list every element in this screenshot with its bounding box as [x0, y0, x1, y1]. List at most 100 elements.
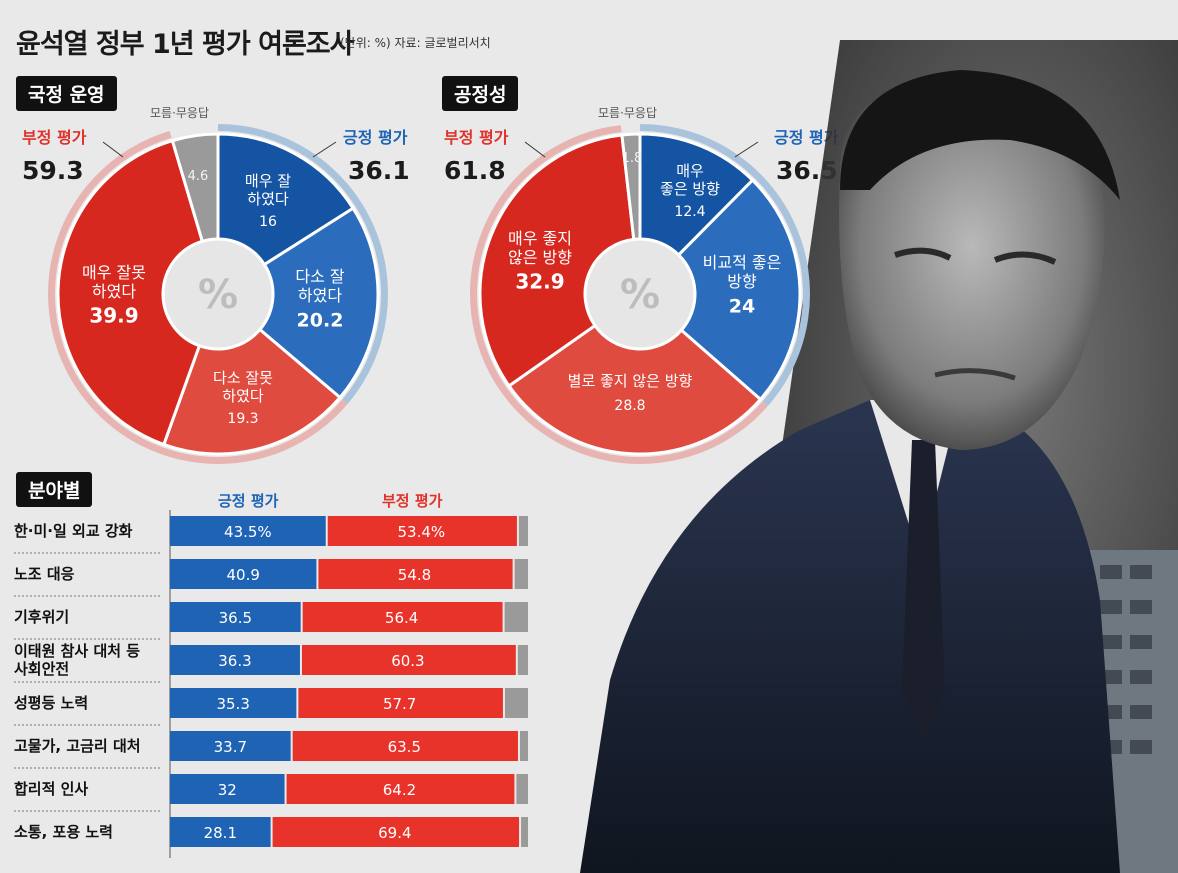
bar-negative-value-3: 60.3 [391, 652, 424, 670]
bar-positive-4 [170, 688, 297, 718]
bar-positive-2 [170, 602, 301, 632]
pie2-slice-2-value: 28.8 [614, 398, 645, 414]
pie1-slice-3-label: 매우 잘못 하였다 [82, 263, 146, 301]
pie2-title: 공정성 [442, 76, 519, 111]
pie2-center-hole [587, 241, 693, 347]
bar-unknown-7 [521, 817, 528, 847]
pie2-unknown-label: 모름·무응답 [598, 106, 658, 120]
bar-positive-7 [170, 817, 271, 847]
pie2-slice-1-value: 24 [729, 295, 755, 317]
pie2-negative-leader [524, 141, 546, 158]
bar-positive-5 [170, 731, 291, 761]
pie1-center-hole [165, 241, 271, 347]
pie2-negative-label: 부정 평가 [444, 128, 509, 147]
bar-positive-value-2: 36.5 [219, 609, 252, 627]
pie1-positive-label: 긍정 평가 [343, 128, 408, 147]
bar-category-6: 합리적 인사 [14, 780, 89, 798]
pie1-slice-2-value: 19.3 [227, 411, 258, 427]
bar-negative-5 [292, 731, 518, 761]
bar-unknown-0 [518, 516, 528, 546]
bar-unknown-1 [514, 559, 528, 589]
pie2-slice-4 [620, 132, 642, 242]
bar-unknown-3 [517, 645, 528, 675]
pie1-slice-2 [161, 327, 343, 456]
bar-negative-1 [318, 559, 513, 589]
pie1-negative-ring [48, 131, 348, 465]
pie1-slice-1-label: 다소 잘 하였다 [295, 267, 345, 305]
bar-category-3: 이태원 참사 대처 등 사회안전 [14, 642, 141, 678]
pie2-slice-3 [478, 133, 636, 388]
bar-negative-4 [298, 688, 503, 718]
pie2-negative-total: 61.8 [444, 156, 506, 185]
pie1-slice-1 [257, 206, 380, 400]
president-photo [580, 40, 1178, 873]
bar-negative-0 [327, 516, 517, 546]
pie1-positive-total: 36.1 [348, 156, 410, 185]
bar-positive-value-0: 43.5% [224, 523, 272, 541]
pie2-slice-3-label: 매우 좋지 않은 방향 [508, 229, 572, 267]
bar-negative-header: 부정 평가 [382, 492, 443, 510]
bar-negative-7 [272, 817, 520, 847]
page-title: 윤석열 정부 1년 평가 여론조사 [16, 29, 354, 60]
bar-negative-value-7: 69.4 [378, 824, 411, 842]
pie1-center-symbol: % [198, 272, 238, 318]
bar-positive-value-4: 35.3 [216, 695, 249, 713]
pie1-slice-1-value: 20.2 [297, 309, 344, 331]
pie1-unknown-label: 모름·무응답 [150, 106, 210, 120]
bar-negative-value-2: 56.4 [385, 609, 418, 627]
pie2-slice-2-label: 별로 좋지 않은 방향 [568, 372, 693, 390]
bar-negative-3 [301, 645, 516, 675]
pie2-slice-0-label: 매우 좋은 방향 [660, 162, 720, 198]
pie2-slice-1 [676, 178, 802, 402]
pie1-negative-label: 부정 평가 [22, 128, 87, 147]
pie1-slice-4 [170, 132, 220, 244]
bar-positive-value-5: 33.7 [214, 738, 247, 756]
pie1-slice-0-value: 16 [259, 214, 277, 230]
pie2-negative-ring [470, 125, 768, 464]
bar-category-4: 성평등 노력 [14, 694, 89, 712]
pie2-slice-1-label: 비교적 좋은 방향 [703, 253, 782, 291]
bar-negative-value-5: 63.5 [388, 738, 421, 756]
pie2-slice-2 [506, 323, 763, 456]
bar-negative-value-0: 53.4% [397, 523, 445, 541]
bar-negative-value-1: 54.8 [398, 566, 431, 584]
pie1-negative-total: 59.3 [22, 156, 84, 185]
bar-positive-6 [170, 774, 285, 804]
bar-positive-value-3: 36.3 [218, 652, 251, 670]
bar-category-7: 소통, 포용 노력 [14, 823, 113, 841]
pie1-slice-3 [56, 138, 205, 447]
pie1-slice-3-value: 39.9 [89, 303, 138, 327]
bar-negative-value-6: 64.2 [383, 781, 416, 799]
unit-source-note: (단위: %) 자료: 글로벌리서치 [340, 36, 491, 50]
pie2-center-symbol: % [620, 272, 660, 318]
pie1-slice-2-label: 다소 잘못 하였다 [213, 369, 273, 405]
bar-negative-value-4: 57.7 [383, 695, 416, 713]
pie2-slice-3-value: 32.9 [515, 269, 564, 293]
bar-negative-2 [302, 602, 503, 632]
bar-positive-3 [170, 645, 300, 675]
pie2-slice-4-value: 1.8 [622, 151, 643, 166]
bar-unknown-5 [519, 731, 528, 761]
bar-unknown-6 [516, 774, 528, 804]
pie2-positive-leader [734, 141, 759, 158]
bar-positive-header: 긍정 평가 [218, 492, 279, 510]
bar-positive-value-7: 28.1 [204, 824, 237, 842]
bar-positive-1 [170, 559, 317, 589]
bar-category-0: 한·미·일 외교 강화 [14, 522, 133, 540]
bar-category-1: 노조 대응 [14, 565, 75, 583]
pie2-slice-0-value: 12.4 [674, 204, 705, 220]
bar-positive-value-6: 32 [218, 781, 237, 799]
pie2-positive-label: 긍정 평가 [774, 128, 839, 147]
bar-unknown-2 [504, 602, 528, 632]
bar-negative-6 [286, 774, 515, 804]
bar-category-2: 기후위기 [14, 608, 70, 626]
bar-title: 분야별 [16, 472, 93, 507]
bar-category-5: 고물가, 고금리 대처 [14, 737, 141, 755]
pie1-negative-leader [102, 141, 124, 158]
bar-positive-0 [170, 516, 326, 546]
pie1-slice-4-value: 4.6 [188, 169, 209, 184]
pie1-title: 국정 운영 [16, 76, 117, 111]
